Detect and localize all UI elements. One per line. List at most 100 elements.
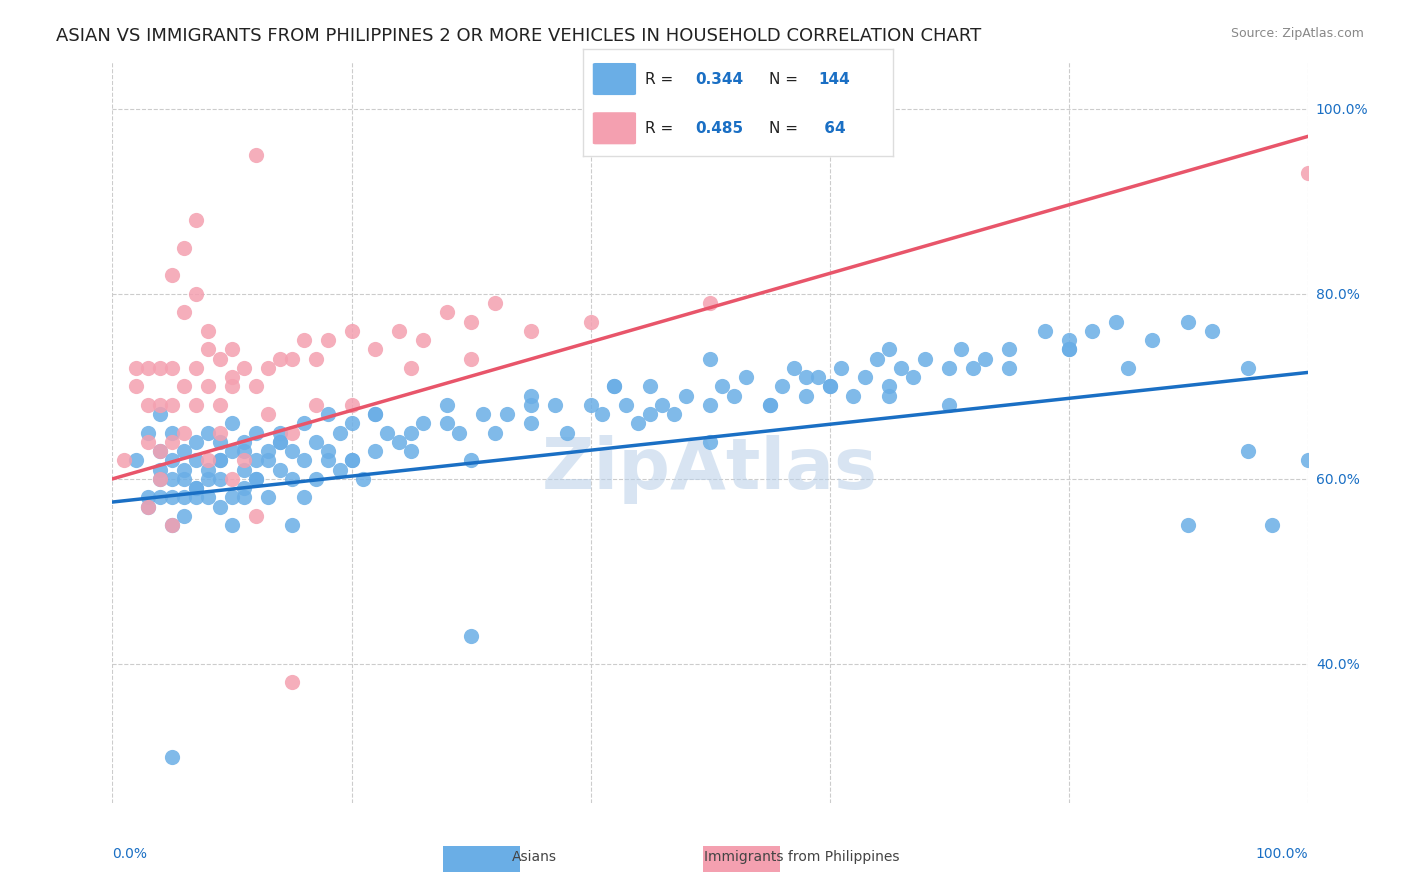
Point <box>543 398 565 412</box>
Point <box>711 379 734 393</box>
Point <box>138 491 160 505</box>
Point <box>316 453 339 467</box>
Point <box>699 351 721 366</box>
Point <box>460 351 482 366</box>
Text: 0.344: 0.344 <box>695 71 742 87</box>
Point <box>866 351 889 366</box>
Point <box>675 389 697 403</box>
Point <box>221 491 243 505</box>
Point <box>125 453 148 467</box>
Point <box>269 462 291 476</box>
Point <box>162 472 183 486</box>
Point <box>699 434 721 449</box>
Point <box>162 434 183 449</box>
Point <box>938 360 960 375</box>
Point <box>579 315 602 329</box>
Point <box>162 360 183 375</box>
Point <box>186 212 208 227</box>
Point <box>162 398 183 412</box>
Point <box>292 417 315 431</box>
Point <box>281 425 304 440</box>
Point <box>221 379 243 393</box>
Point <box>723 389 745 403</box>
Point <box>149 444 172 458</box>
Point <box>436 305 458 319</box>
Point <box>460 453 482 467</box>
Point <box>162 518 183 533</box>
Point <box>412 417 434 431</box>
Point <box>125 360 148 375</box>
Point <box>401 360 423 375</box>
Point <box>305 351 328 366</box>
Point <box>186 434 208 449</box>
Point <box>173 462 195 476</box>
Point <box>401 425 423 440</box>
Point <box>1142 333 1164 347</box>
Point <box>759 398 782 412</box>
Point <box>329 462 352 476</box>
Point <box>186 481 208 495</box>
Point <box>447 425 470 440</box>
Point <box>138 434 160 449</box>
Point <box>1237 444 1260 458</box>
Point <box>281 351 304 366</box>
Point <box>938 398 960 412</box>
Point <box>245 148 267 162</box>
Point <box>316 407 339 421</box>
Point <box>520 398 543 412</box>
Point <box>281 472 304 486</box>
Point <box>173 472 195 486</box>
Point <box>292 333 315 347</box>
Text: Asians: Asians <box>512 850 557 863</box>
Point <box>316 444 339 458</box>
Point <box>651 398 673 412</box>
Text: Source: ZipAtlas.com: Source: ZipAtlas.com <box>1230 27 1364 40</box>
Point <box>209 398 232 412</box>
Point <box>233 434 256 449</box>
Point <box>233 491 256 505</box>
Point <box>364 407 387 421</box>
Point <box>197 324 219 338</box>
Point <box>162 268 183 283</box>
Point <box>664 407 686 421</box>
Point <box>209 472 232 486</box>
Point <box>197 472 219 486</box>
FancyBboxPatch shape <box>593 112 636 145</box>
Point <box>281 518 304 533</box>
Text: 144: 144 <box>818 71 851 87</box>
Point <box>305 434 328 449</box>
Point <box>209 453 232 467</box>
Point <box>998 343 1021 357</box>
Point <box>257 360 280 375</box>
Point <box>831 360 853 375</box>
Point <box>1296 453 1319 467</box>
Point <box>340 453 363 467</box>
Point <box>627 417 650 431</box>
Point <box>472 407 495 421</box>
Point <box>1237 360 1260 375</box>
Point <box>782 360 804 375</box>
Point <box>269 351 291 366</box>
Point <box>998 360 1021 375</box>
Point <box>364 444 387 458</box>
Point <box>377 425 399 440</box>
Point <box>245 379 267 393</box>
Point <box>186 286 208 301</box>
Point <box>603 379 626 393</box>
Point <box>149 444 172 458</box>
Point <box>173 508 195 523</box>
Point <box>770 379 793 393</box>
Point <box>221 444 243 458</box>
Point <box>269 425 291 440</box>
Point <box>221 370 243 384</box>
Point <box>388 324 411 338</box>
Point <box>138 398 160 412</box>
Point <box>401 444 423 458</box>
Point <box>316 333 339 347</box>
Point <box>914 351 936 366</box>
Point <box>616 398 638 412</box>
Point <box>1261 518 1284 533</box>
Point <box>257 444 280 458</box>
Point <box>555 425 578 440</box>
Point <box>460 629 482 643</box>
